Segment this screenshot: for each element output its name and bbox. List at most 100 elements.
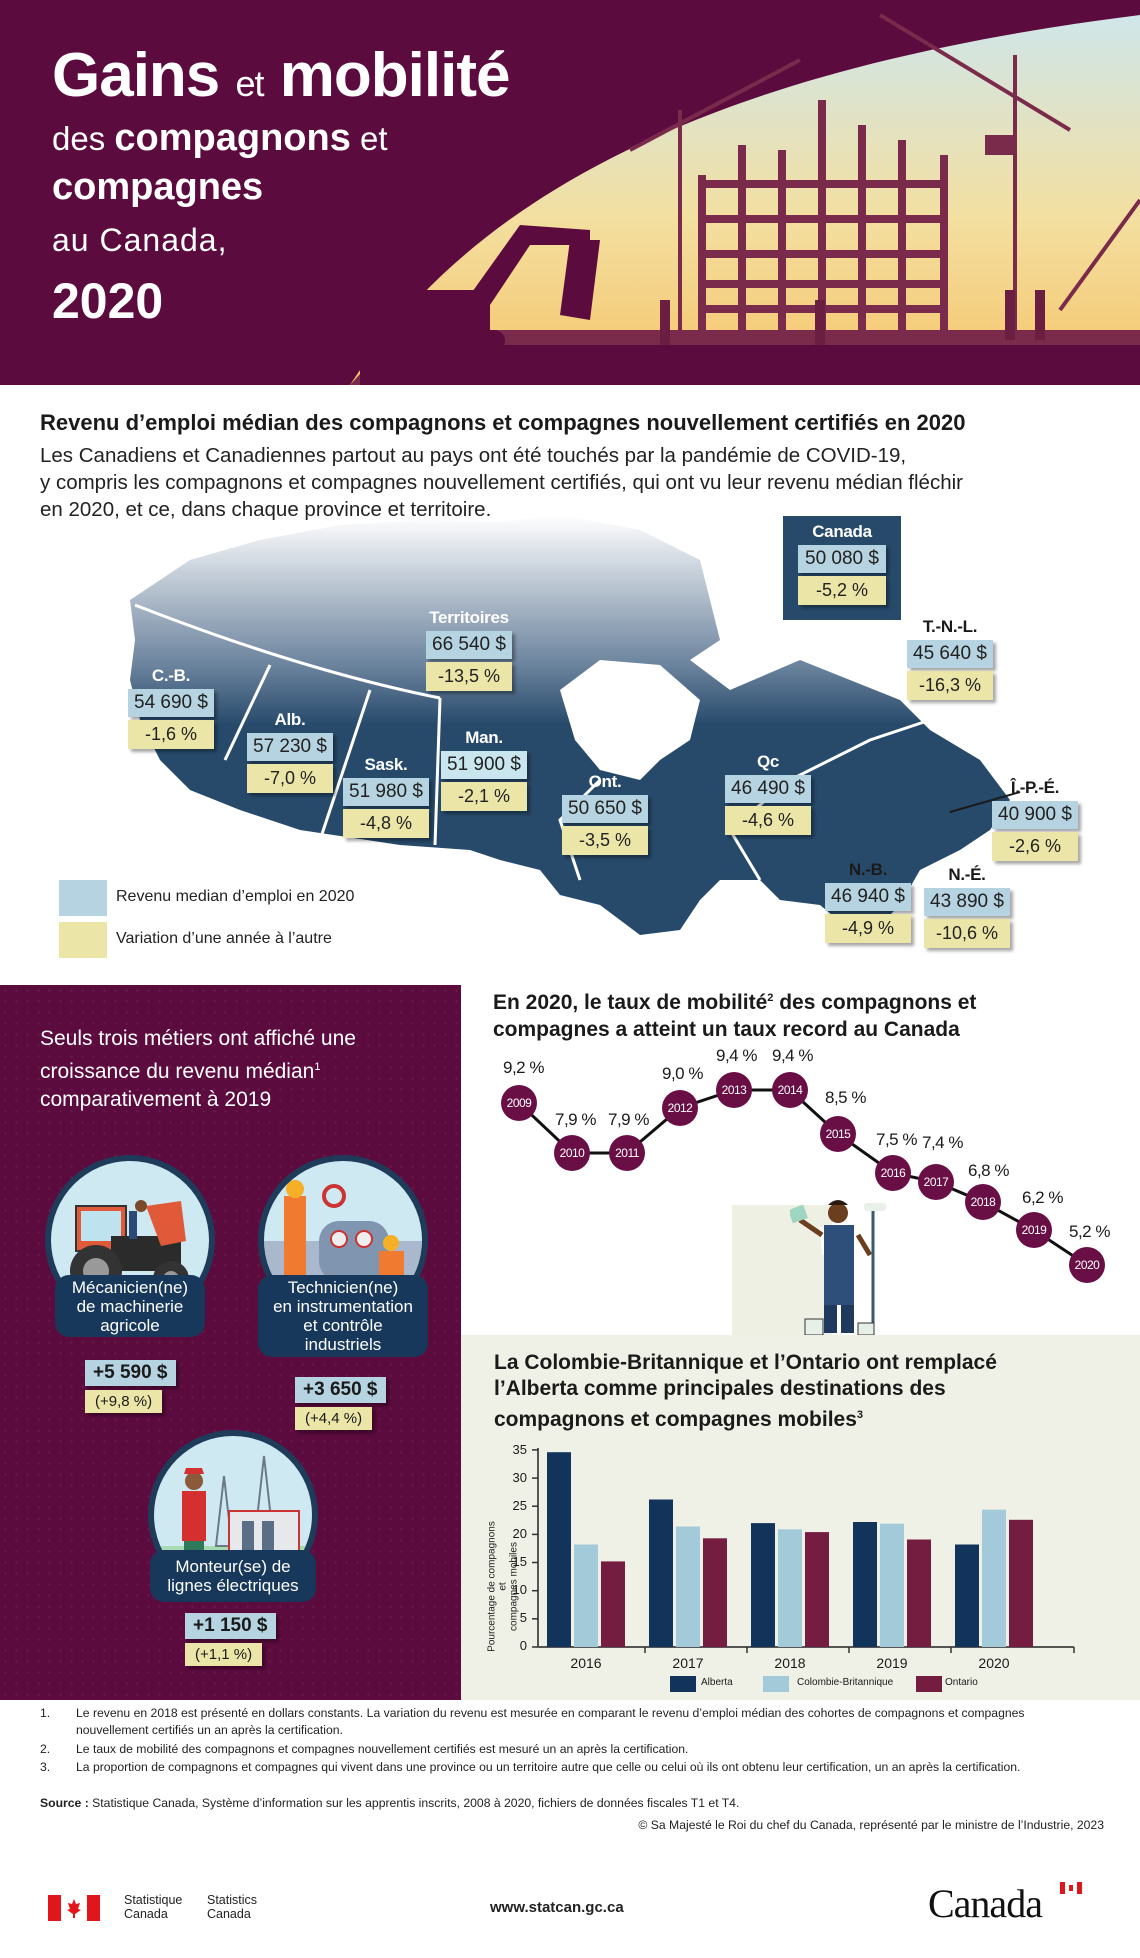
region-quebec: Qc 46 490 $ -4,6 % [725,752,811,835]
year-node: 2013 [716,1072,752,1108]
rate-label: 7,9 % [555,1110,596,1129]
legend-swatch-change [59,922,107,958]
wordmark-flag-icon [1060,1882,1082,1894]
footnote-ref: 3 [856,1409,864,1421]
map-section-title: Revenu d’emploi médian des compagnons et… [40,410,966,435]
legend-label-ontario: Ontario [945,1677,978,1688]
trades-title-line: comparativement à 2019 [40,1088,272,1111]
rate-label: 9,0 % [662,1064,703,1083]
year-node: 2017 [918,1164,954,1200]
copyright: © Sa Majesté le Roi du chef du Canada, r… [638,1818,1104,1832]
trade-label: Mécanicien(ne) de machinerie agricole [55,1275,205,1337]
source-text: Statistique Canada, Système d’informatio… [92,1796,740,1810]
region-name: Î.-P.-É. [1010,778,1060,797]
source-note: Source : Statistique Canada, Système d’i… [40,1795,1100,1812]
source-label: Source : [40,1796,89,1810]
region-income: 43 890 $ [924,888,1010,916]
footnote-number: 1. [40,1706,51,1720]
region-income: 50 650 $ [562,795,648,823]
map-section-intro: Les Canadiens et Canadiennes partout au … [40,442,1100,523]
title-des: des [52,120,106,157]
trade-label-line: lignes électriques [167,1576,299,1595]
rate-label: 6,2 % [1022,1188,1063,1207]
org-en-line: Canada [207,1907,251,1921]
region-name: N.-B. [848,860,888,879]
statcan-website-link[interactable]: www.statcan.gc.ca [490,1899,624,1916]
intro-line: Les Canadiens et Canadiennes partout au … [40,444,907,467]
painter-illustration [790,1200,886,1336]
region-alberta: Alb. 57 230 $ -7,0 % [247,710,333,793]
title-line-3: compagnes [52,166,264,208]
footnote-1: 1. Le revenu en 2018 est présenté en dol… [40,1705,1100,1739]
trades-panel: Seuls trois métiers ont affiché une croi… [0,985,461,1700]
canada-wordmark: Canada [928,1881,1043,1926]
statcan-fr: Statistique Canada [124,1893,182,1921]
legend-label-income: Revenu median d’emploi en 2020 [116,888,355,905]
region-change: -2,1 % [441,782,527,811]
legend-label-alberta: Alberta [701,1677,733,1688]
xtick: 2017 [672,1655,704,1671]
region-ontario: Ont. 50 650 $ -3,5 % [562,772,648,855]
region-pei: Î.-P.-É. 40 900 $ -2,6 % [992,778,1078,861]
year-node: 2010 [554,1135,590,1171]
ytick: 25 [512,1498,527,1513]
region-name: Sask. [364,755,408,774]
destinations-title-line: l’Alberta comme principales destinations… [494,1377,946,1400]
year-node: 2019 [1016,1212,1052,1248]
rate-label: 7,9 % [608,1110,649,1129]
intro-line: y compris les compagnons et compagnes no… [40,471,963,494]
ytick: 5 [519,1610,527,1625]
rate-label: 9,4 % [772,1046,813,1065]
region-name: Man. [465,728,503,747]
legend-label-bc: Colombie-Britannique [797,1677,894,1688]
rate-label: 7,5 % [876,1130,917,1149]
legend-swatch-income [59,880,107,916]
region-income: 45 640 $ [907,640,993,668]
region-name: T.-N.-L. [922,617,978,636]
ytick: 35 [512,1442,527,1457]
footnote-ref: 2 [767,992,774,1004]
year-node: 2009 [501,1085,537,1121]
region-income: 51 900 $ [441,751,527,779]
wall-illustration [732,1205,832,1335]
org-fr-line: Canada [124,1907,168,1921]
canada-flag-icon [48,1895,100,1921]
title-line-1: Gains et mobilité [52,40,511,111]
region-income: 66 540 $ [426,631,512,659]
title-gains: Gains [52,41,220,110]
destinations-title: La Colombie-Britannique et l’Ontario ont… [494,1350,997,1433]
region-change: -3,5 % [562,826,648,855]
region-name: Canada [812,522,872,541]
mobility-title-text: des compagnons et [773,991,977,1014]
footnote-2: 2. Le taux de mobilité des compagnons et… [40,1741,1100,1758]
footnote-3: 3. La proportion de compagnons et compag… [40,1759,1100,1776]
ytick: 10 [512,1582,527,1597]
rate-label: 5,2 % [1069,1222,1110,1241]
region-change: -16,3 % [907,671,993,700]
statcan-en: Statistics Canada [207,1893,257,1921]
ytick: 20 [512,1526,527,1541]
trade-label-line: agricole [100,1315,160,1335]
region-name: N.-É. [948,865,986,884]
ytick: 30 [512,1470,527,1485]
region-change: -5,2 % [798,576,886,605]
region-territoires: Territoires 66 540 $ -13,5 % [426,608,512,691]
ytick: 15 [512,1554,527,1569]
title-mobilite: mobilité [279,41,511,110]
region-income: 46 940 $ [825,883,911,911]
year-node: 2012 [662,1090,698,1126]
region-nl: T.-N.-L. 45 640 $ -16,3 % [907,617,993,700]
header-banner: Gains et mobilité des compagnons et comp… [0,0,1140,385]
region-change: -7,0 % [247,764,333,793]
trades-title-line: Seuls trois métiers ont affiché une [40,1027,356,1050]
xtick: 2018 [774,1655,806,1671]
region-change: -4,6 % [725,806,811,835]
destinations-panel: La Colombie-Britannique et l’Ontario ont… [461,1335,1140,1700]
year-node: 2014 [772,1072,808,1108]
region-name: C.-B. [151,666,191,685]
intro-line: en 2020, et ce, dans chaque province et … [40,498,492,521]
rate-label: 7,4 % [922,1133,963,1152]
region-change: -2,6 % [992,832,1078,861]
xtick: 2016 [570,1655,602,1671]
region-change: -4,9 % [825,914,911,943]
